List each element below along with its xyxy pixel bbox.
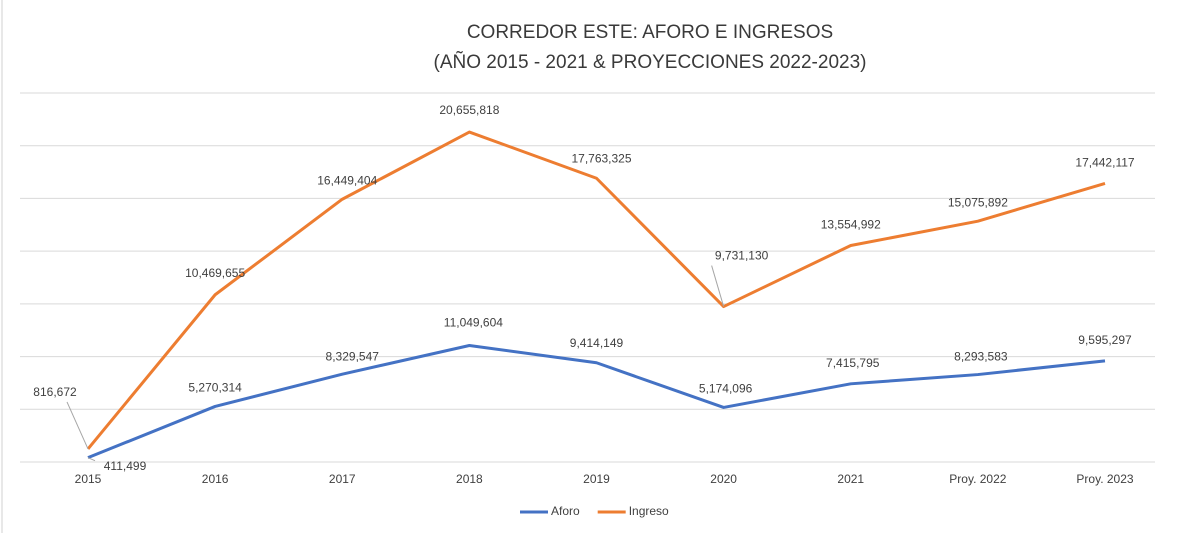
leader-line [66,401,89,450]
data-label: 5,174,096 [699,382,753,396]
data-label: 7,415,795 [826,356,880,370]
chart-subtitle: (AÑO 2015 - 2021 & PROYECCIONES 2022-202… [434,51,867,73]
x-tick-label: 2020 [710,472,737,486]
data-label: 8,293,583 [954,350,1008,364]
x-tick-label: Proy. 2023 [1076,472,1133,486]
data-label: 9,595,297 [1078,333,1132,347]
data-label: 816,672 [33,385,77,399]
x-tick-label: 2019 [583,472,610,486]
legend-label: Ingreso [629,504,669,518]
x-tick-label: 2021 [837,472,864,486]
data-label: 11,049,604 [444,316,503,330]
data-label: 17,763,325 [571,151,631,165]
data-label: 5,270,314 [188,381,242,395]
data-label: 8,329,547 [326,349,380,363]
data-label: 16,449,404 [317,173,377,187]
leader-line [711,265,725,307]
series-line [87,344,1106,460]
data-label: 17,442,117 [1075,156,1134,170]
x-tick-label: 2016 [202,472,229,486]
legend-label: Aforo [551,504,580,518]
leader-line [87,457,96,462]
series-line [86,130,1106,450]
chart-title: CORREDOR ESTE: AFORO E INGRESOS [467,22,833,43]
data-label: 15,075,892 [948,195,1008,209]
data-label: 411,499 [104,459,147,473]
data-label: 9,414,149 [570,336,624,350]
x-tick-label: 2018 [456,472,483,486]
data-label: 9,731,130 [715,249,769,263]
data-label: 10,469,655 [185,266,245,280]
x-tick-label: 2015 [75,472,102,486]
data-label: 20,655,818 [439,103,499,117]
data-label: 13,554,992 [821,218,881,232]
x-tick-label: Proy. 2022 [949,472,1006,486]
x-tick-label: 2017 [329,472,356,486]
